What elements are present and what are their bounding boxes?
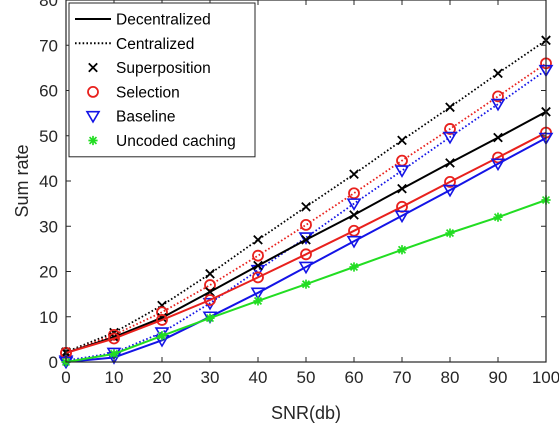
legend-label: Centralized	[116, 36, 194, 53]
data-point	[300, 218, 312, 231]
data-point	[490, 158, 506, 172]
data-point	[109, 349, 119, 359]
data-point	[490, 98, 506, 112]
data-point	[253, 234, 263, 245]
data-point	[444, 176, 456, 188]
data-point	[493, 132, 503, 143]
data-point	[301, 234, 311, 245]
data-point	[156, 314, 168, 326]
data-point	[205, 268, 215, 279]
data-point	[204, 294, 216, 306]
data-point	[349, 169, 359, 180]
legend-item-centralized: Centralized	[75, 36, 194, 53]
series-selection-decentralized	[60, 126, 552, 359]
data-point	[445, 102, 455, 113]
legend-label: Selection	[116, 84, 180, 101]
y-tick-label: 50	[39, 127, 58, 146]
data-point	[493, 212, 503, 222]
x-tick-label: 80	[441, 368, 460, 387]
data-point	[348, 224, 360, 237]
y-tick-label: 80	[39, 0, 58, 10]
data-point	[445, 228, 455, 238]
y-axis-label: Sum rate	[12, 144, 32, 217]
data-point	[349, 210, 359, 220]
legend: Decentralized Centralized Superposition Sel…	[68, 2, 256, 158]
data-point	[394, 165, 410, 178]
legend-label: Baseline	[116, 109, 175, 126]
legend-marker	[88, 62, 98, 73]
legend-item-uncoded-caching: Uncoded caching	[88, 133, 236, 150]
legend-item-decentralized: Decentralized	[75, 12, 211, 29]
x-tick-label: 20	[153, 368, 172, 387]
data-point	[157, 331, 167, 341]
y-tick-label: 40	[39, 172, 58, 191]
data-point	[253, 296, 263, 306]
data-point	[300, 248, 312, 261]
x-axis-label: SNR(db)	[271, 403, 341, 423]
axes-layer: 0 10 20 30 40 50 60 70 80 90 100 0 10 20 30 40 50 60 70 80	[39, 0, 559, 387]
series-line	[65, 137, 547, 363]
data-point	[301, 279, 311, 289]
data-point	[346, 235, 362, 249]
data-point	[252, 249, 264, 262]
series-line	[65, 131, 547, 354]
legend-item-superposition: Superposition	[88, 60, 211, 77]
data-point	[205, 287, 215, 297]
data-point	[205, 313, 215, 323]
data-point	[445, 158, 455, 168]
data-point	[349, 262, 359, 272]
data-point	[492, 151, 504, 164]
series-superposition-decentralized	[61, 106, 551, 358]
data-point	[442, 131, 458, 145]
x-tick-label: 100	[532, 368, 559, 387]
data-point	[252, 271, 264, 284]
legend-item-selection: Selection	[87, 84, 180, 101]
legend-label: Uncoded caching	[116, 133, 236, 150]
x-tick-label: 10	[105, 368, 124, 387]
y-tick-label: 0	[49, 353, 58, 372]
data-point	[492, 90, 504, 103]
data-point	[253, 260, 263, 271]
data-point	[493, 68, 503, 79]
legend-box	[68, 2, 256, 158]
legend-marker	[87, 86, 99, 98]
y-tick-label: 70	[39, 36, 58, 55]
data-point	[397, 245, 407, 255]
series-layer	[58, 35, 554, 370]
series-line	[65, 69, 547, 362]
data-point	[250, 287, 266, 301]
x-tick-label: 40	[249, 368, 268, 387]
y-tick-label: 60	[39, 82, 58, 101]
x-tick-label: 30	[201, 368, 220, 387]
data-point	[204, 279, 216, 291]
data-point	[397, 135, 407, 146]
legend-marker	[88, 135, 98, 146]
data-point	[442, 184, 458, 198]
data-point	[444, 123, 456, 135]
data-point	[348, 187, 360, 200]
data-point	[394, 210, 410, 224]
x-tick-label: 60	[345, 368, 364, 387]
x-tick-label: 0	[61, 368, 70, 387]
series-line	[65, 62, 547, 354]
data-point	[298, 261, 314, 275]
legend-label: Decentralized	[116, 12, 211, 29]
legend-item-baseline: Baseline	[85, 109, 175, 126]
y-tick-label: 20	[39, 263, 58, 282]
x-tick-label: 90	[489, 368, 508, 387]
data-point	[346, 198, 362, 211]
legend-marker	[85, 110, 101, 124]
data-point	[108, 332, 120, 345]
x-tick-label: 70	[393, 368, 412, 387]
data-point	[397, 183, 407, 194]
legend-label: Superposition	[116, 60, 211, 77]
y-tick-label: 30	[39, 217, 58, 236]
y-tick-label: 10	[39, 308, 58, 327]
x-tick-label: 50	[297, 368, 316, 387]
data-point	[301, 201, 311, 212]
